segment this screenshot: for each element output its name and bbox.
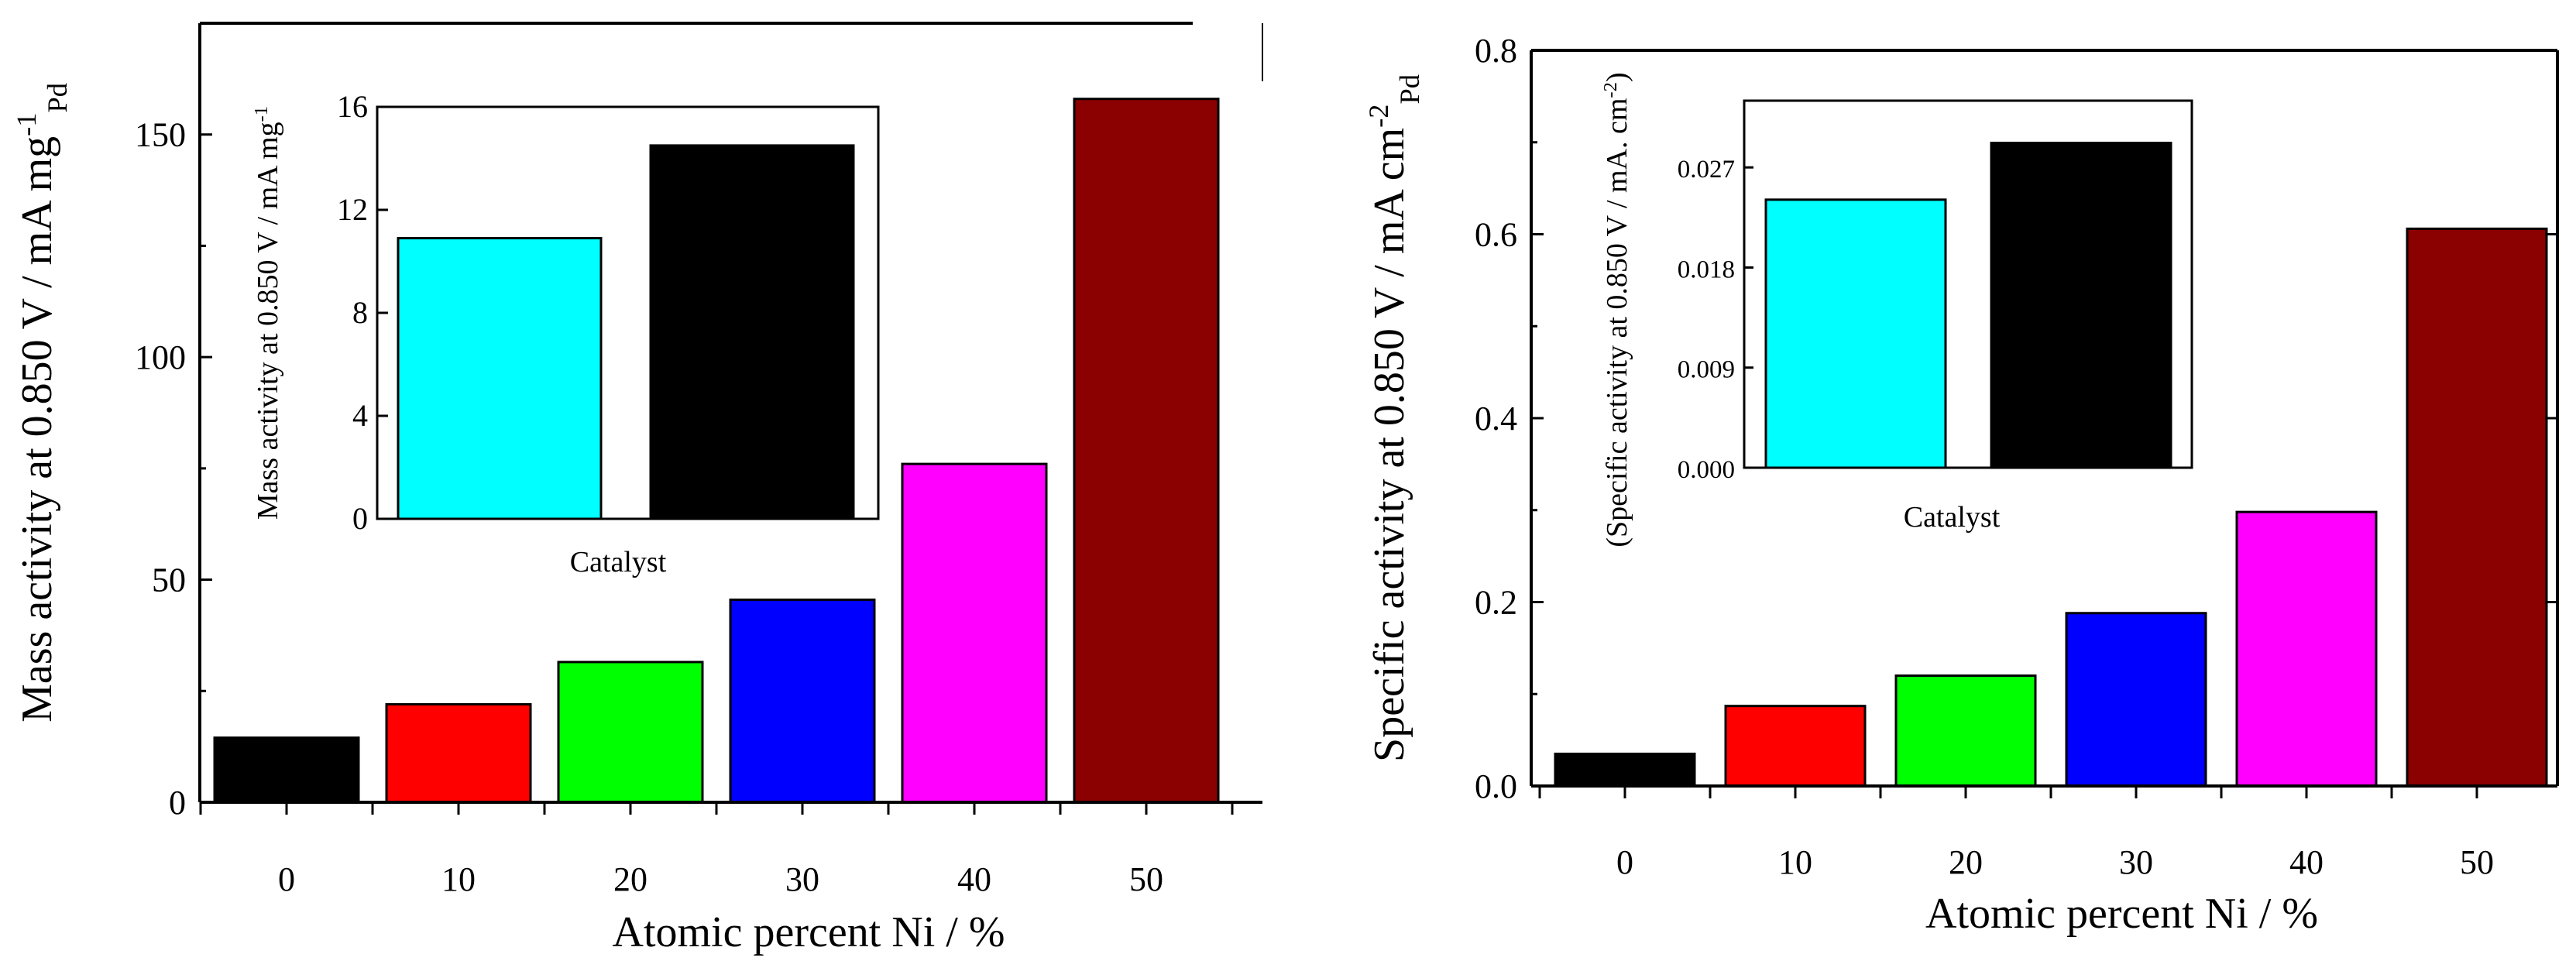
left-inset-y-axis-title: Mass activity at 0.850 V / mA mg-1	[251, 106, 285, 520]
left-main-x-tick-label: 30	[785, 860, 819, 898]
left-main-bar-20	[557, 661, 704, 804]
left-main-x-tick-label: 20	[613, 860, 647, 898]
right-main-bar-40	[2235, 510, 2378, 788]
right-main-x-tick-label: 10	[1778, 843, 1812, 881]
right-inset-x-axis-title: Catalyst	[1904, 501, 2001, 534]
right-inset-y-tick-label: 0.018	[1678, 256, 1735, 283]
left-main-x-tick-label: 10	[441, 860, 476, 898]
right-inset-bar-catalyst-1	[1764, 198, 1947, 469]
right-main-x-tick-label: 50	[2460, 843, 2494, 881]
right-main-x-axis-title: Atomic percent Ni / %	[1925, 890, 2318, 938]
left-main-bar-10	[385, 703, 532, 804]
left-inset-y-tick-label: 4	[352, 398, 368, 433]
left-inset-x-axis-title: Catalyst	[570, 546, 667, 578]
left-inset-bar-catalyst-1	[397, 237, 603, 520]
right-inset-bar-catalyst-2	[1990, 142, 2172, 469]
left-inset-y-tick-label: 8	[352, 295, 368, 330]
right-main-x-tick-label: 0	[1616, 843, 1633, 881]
left-inset-y-tick-label: 16	[337, 89, 368, 124]
right-main-bar-30	[2065, 612, 2207, 788]
right-inset-y-axis-title: (Specific activity at 0.850 V / mA. cm-2…	[1600, 72, 1634, 547]
left-main-y-tick-label: 100	[135, 338, 186, 376]
left-main-y-axis-title: Mass activity at 0.850 V / mA mg-1Pd	[11, 83, 73, 722]
right-main-bar-10	[1724, 705, 1867, 788]
left-main-y-tick-label: 0	[169, 784, 186, 822]
left-inset-bar-catalyst-2	[649, 144, 855, 520]
right-inset-y-tick-label: 0.009	[1678, 356, 1735, 384]
right-inset-y-tick-label: 0.000	[1678, 456, 1735, 484]
left-inset-chart: 0 4 8 12 16 Catalyst Mass activity at 0.850 V …	[251, 89, 880, 578]
right-main-bar-20	[1894, 674, 2037, 788]
right-main-bar-50	[2406, 227, 2548, 788]
left-main-bar-50	[1073, 98, 1220, 804]
right-main-x-tick-label: 30	[2119, 843, 2153, 881]
right-main-y-tick-label: 0.4	[1475, 400, 1517, 438]
right-main-y-tick-label: 0.6	[1475, 216, 1517, 254]
left-main-x-axis-title: Atomic percent Ni / %	[613, 908, 1005, 956]
left-main-x-tick-label: 50	[1129, 860, 1163, 898]
right-main-y-axis-title: Specific activity at 0.850 V / mA cm-2Pd	[1363, 74, 1425, 762]
right-main-chart: 0.0 0.2 0.4 0.6 0.8 0 10 20 30 40 50 Atomic percent…	[1363, 32, 2559, 938]
right-main-y-tick-label: 0.8	[1475, 32, 1517, 70]
left-main-y-tick-label: 50	[152, 561, 186, 599]
left-main-bar-30	[729, 598, 876, 804]
left-inset-y-tick-label: 0	[352, 501, 368, 536]
left-main-x-tick-label: 0	[278, 860, 295, 898]
left-main-bar-40	[901, 462, 1048, 804]
right-main-x-tick-label: 40	[2289, 843, 2324, 881]
left-main-bar-0	[213, 736, 360, 804]
right-inset-chart: 0.000 0.009 0.018 0.027 Catalyst (Specific ac…	[1600, 72, 2193, 547]
right-main-x-tick-label: 20	[1949, 843, 1983, 881]
right-main-y-tick-label: 0.2	[1475, 584, 1517, 622]
left-main-x-tick-label: 40	[957, 860, 991, 898]
left-main-y-tick-label: 150	[135, 116, 186, 154]
right-inset-y-tick-label: 0.027	[1678, 156, 1735, 184]
right-main-bar-0	[1554, 752, 1696, 788]
right-main-y-tick-label: 0.0	[1475, 767, 1517, 805]
left-inset-y-tick-label: 12	[337, 192, 368, 227]
